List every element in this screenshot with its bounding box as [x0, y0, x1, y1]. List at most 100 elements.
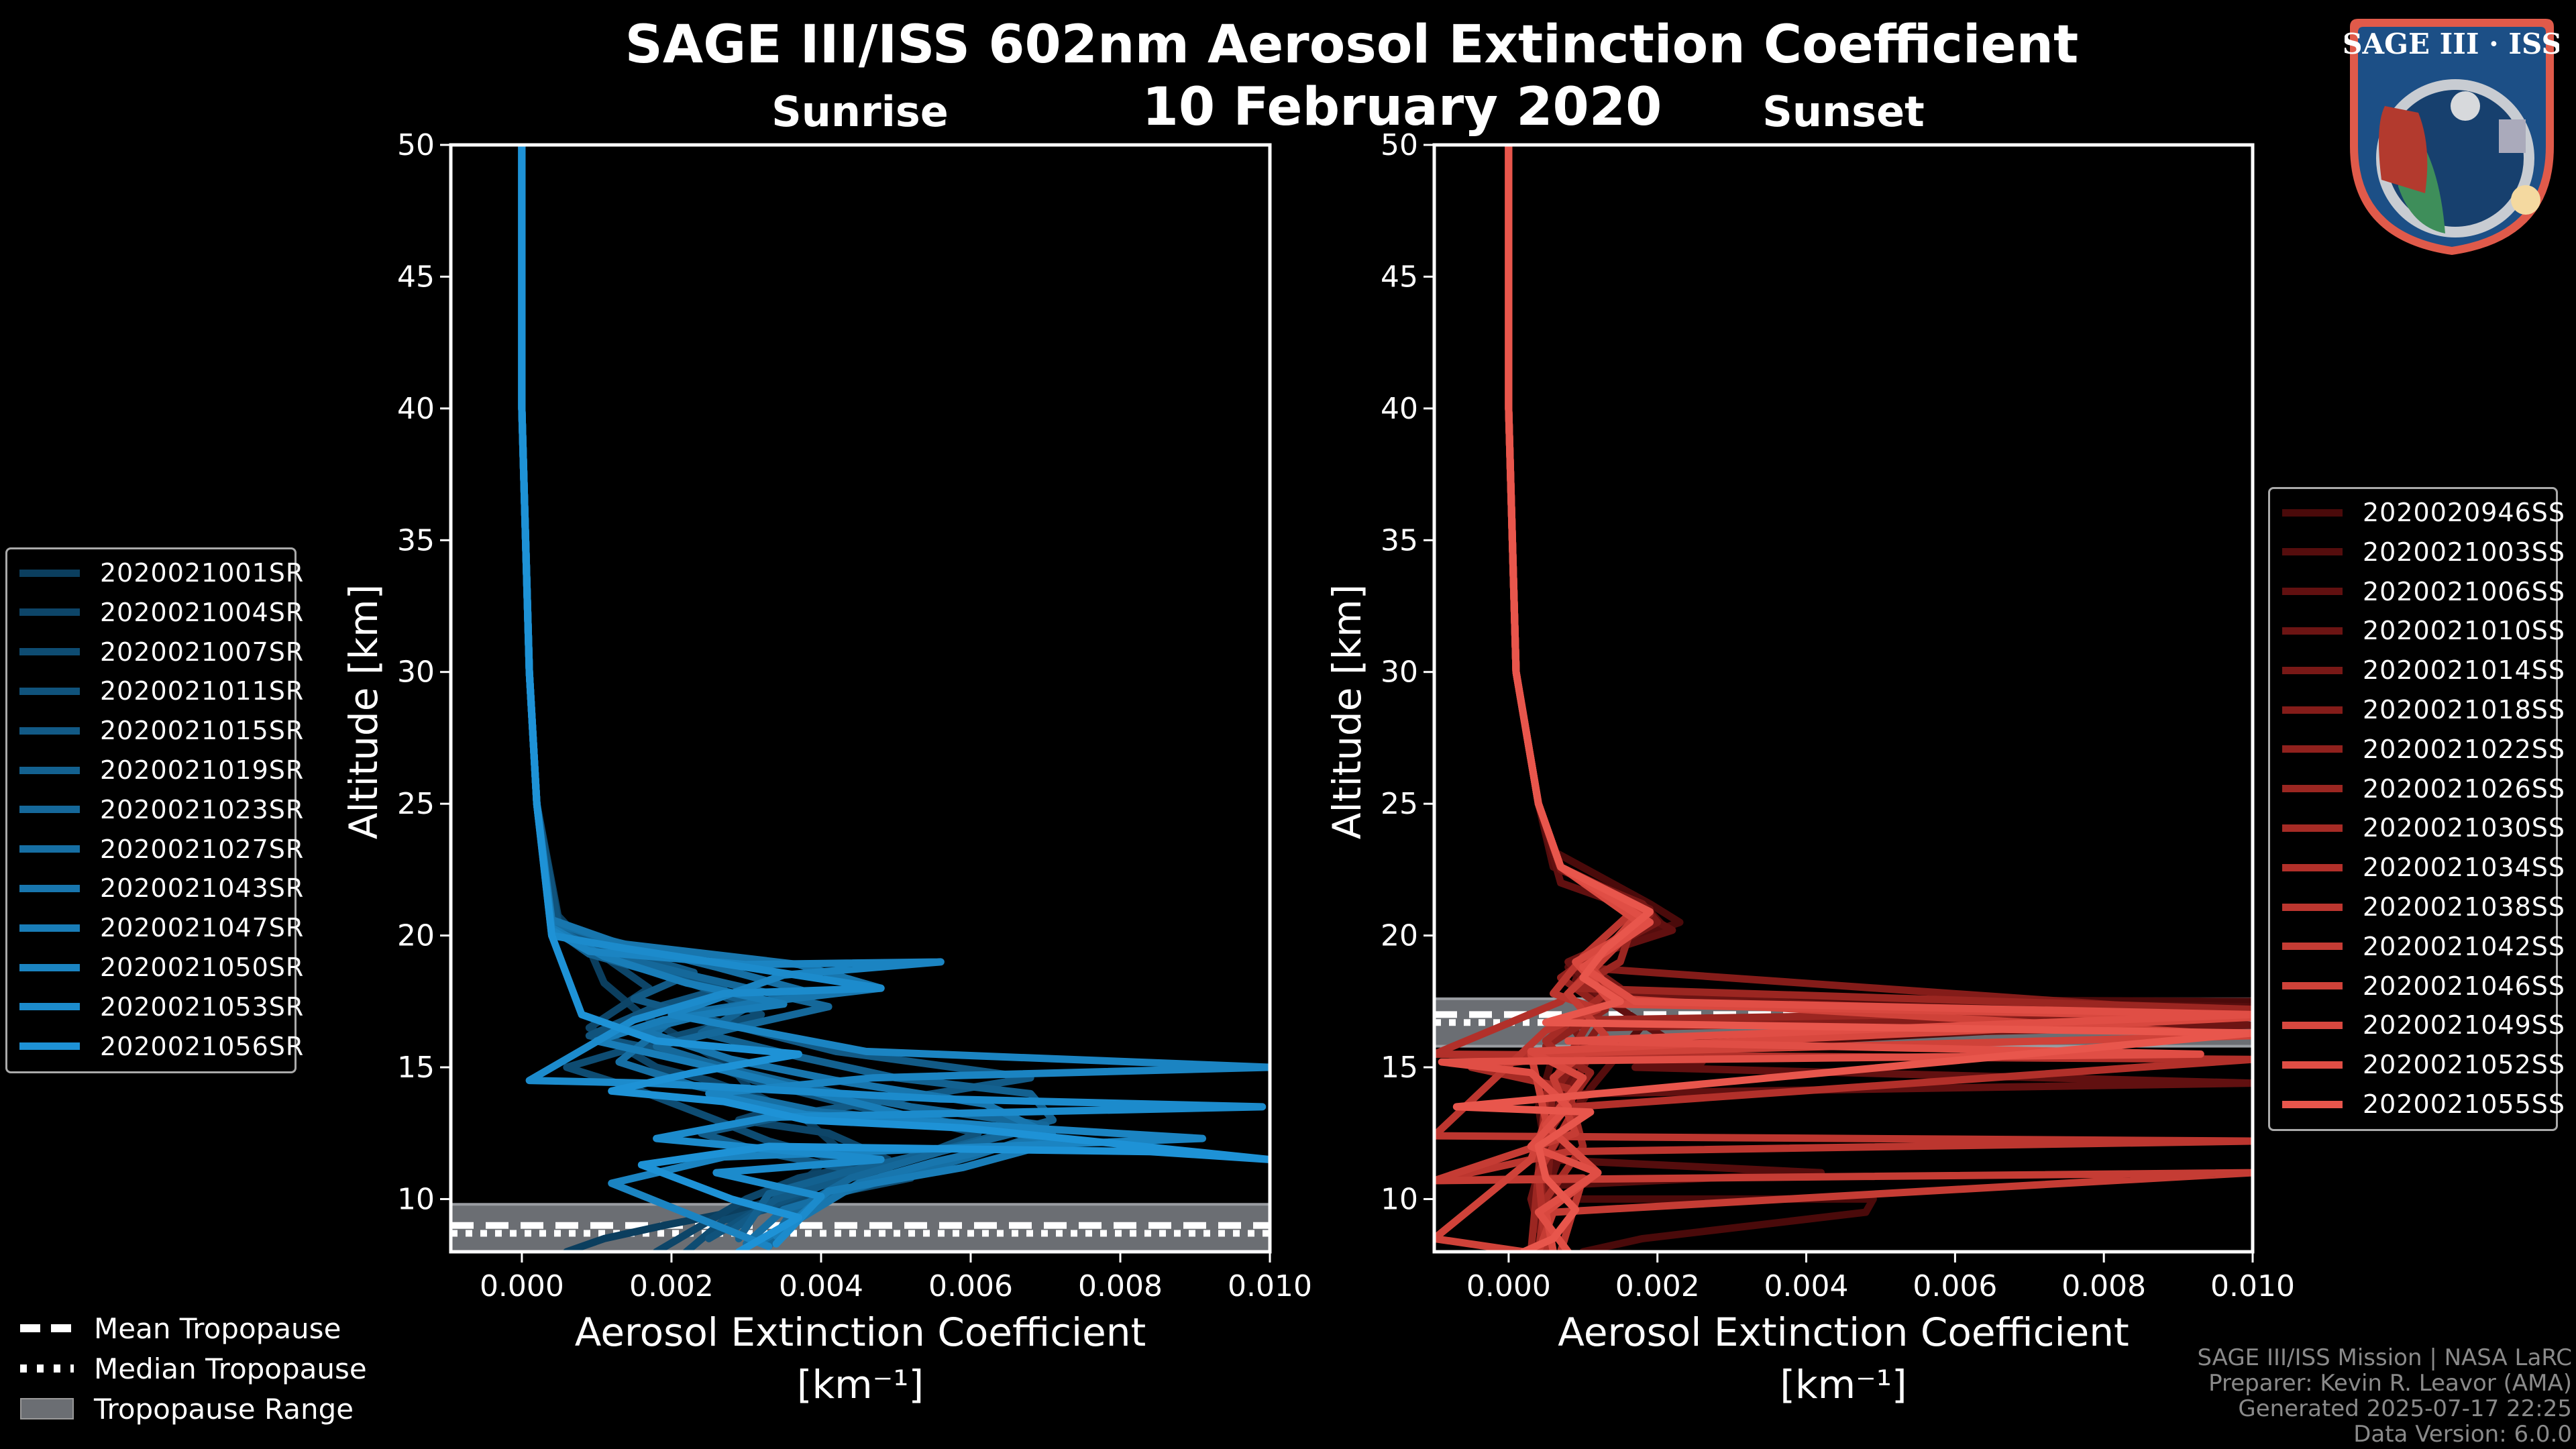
- sunset-panel-title: Sunset: [1762, 87, 1925, 136]
- legend-item: 2020021030SS: [2270, 808, 2565, 847]
- legend-item: 2020021018SS: [2270, 690, 2565, 729]
- logo-iss-station: [2499, 119, 2526, 153]
- legend-label: 2020021019SR: [100, 755, 305, 785]
- legend-swatch: [2282, 588, 2343, 596]
- y-tick-label: 45: [1381, 260, 1418, 294]
- x-axis-label: Aerosol Extinction Coefficient: [575, 1309, 1146, 1355]
- legend-label: 2020021004SR: [100, 597, 305, 627]
- legend-label: 2020021038SS: [2363, 892, 2566, 922]
- y-tick-label: 50: [1381, 128, 1418, 162]
- legend-item: 2020021006SS: [2270, 572, 2565, 611]
- legend-label: Mean Tropopause: [94, 1311, 341, 1345]
- x-axis-units: [km⁻¹]: [1780, 1362, 1907, 1407]
- legend-swatch: [2282, 903, 2343, 911]
- legend-swatch: [19, 1042, 80, 1051]
- y-tick-label: 30: [397, 655, 435, 690]
- x-tick-label: 0.010: [2210, 1269, 2295, 1303]
- sunset-plot: 10 15 20 25 30 35 40 45 50 0.000 0.002 0.004 0.006 0.…: [1324, 128, 2295, 1407]
- legend-item: 2020021004SR: [7, 593, 304, 632]
- y-axis-label: Altitude [km]: [341, 584, 386, 839]
- chart-date: 10 February 2020: [1142, 77, 1662, 138]
- legend-item: 2020021049SS: [2270, 1006, 2565, 1044]
- legend-item: 2020021010SS: [2270, 611, 2565, 650]
- legend-swatch: [19, 727, 80, 735]
- legend-label: 2020021022SS: [2363, 734, 2566, 764]
- legend-label: 2020021011SR: [100, 676, 305, 706]
- tropopause-legend: Mean Tropopause Median Tropopause Tropop…: [20, 1308, 367, 1429]
- legend-swatch: [2282, 785, 2343, 793]
- y-tick-label: 35: [1381, 523, 1418, 557]
- x-axis-units: [km⁻¹]: [797, 1362, 924, 1407]
- legend-swatch: [19, 845, 80, 853]
- y-tick-label: 50: [397, 128, 435, 162]
- legend-label: 2020021014SS: [2363, 655, 2566, 686]
- legend-label: 2020021018SS: [2363, 695, 2566, 724]
- legend-swatch: [2282, 863, 2343, 871]
- legend-swatch: [2282, 508, 2343, 517]
- legend-item: 2020021052SS: [2270, 1045, 2565, 1084]
- sunrise-plot-area: [451, 145, 1270, 1252]
- y-tick-label: 20: [1381, 919, 1418, 953]
- legend-swatch: [19, 924, 80, 932]
- x-tick-label: 0.006: [1913, 1269, 1997, 1303]
- legend-swatch: [19, 884, 80, 892]
- legend-label: 2020021027SR: [100, 834, 305, 864]
- logo-wizard: [2379, 106, 2428, 193]
- legend-swatch: [19, 766, 80, 774]
- legend-swatch: [2282, 666, 2343, 674]
- x-tick-label: 0.008: [2061, 1269, 2146, 1303]
- legend-item: 2020021014SS: [2270, 651, 2565, 690]
- legend-swatch: [2282, 548, 2343, 556]
- legend-label: 2020021053SR: [100, 991, 305, 1022]
- dashed-line-icon: [20, 1324, 74, 1332]
- legend-item: 2020021034SS: [2270, 848, 2565, 887]
- y-axis-label: Altitude [km]: [1324, 584, 1370, 839]
- legend-item: 2020021011SR: [7, 672, 304, 710]
- legend-swatch: [19, 569, 80, 577]
- legend-swatch: [19, 608, 80, 616]
- x-tick-label: 0.004: [1764, 1269, 1849, 1303]
- legend-label: 2020021003SS: [2363, 537, 2566, 567]
- legend-label: 2020021055SS: [2363, 1089, 2566, 1119]
- legend-label: 2020021015SR: [100, 716, 305, 746]
- y-tick-label: 20: [397, 919, 435, 953]
- legend-label: 2020021023SR: [100, 794, 305, 824]
- legend-median-tropopause: Median Tropopause: [20, 1348, 367, 1389]
- sunrise-axes-frame: [449, 143, 1272, 1254]
- legend-label: 2020021026SS: [2363, 773, 2566, 804]
- legend-swatch: [19, 963, 80, 971]
- y-tick-label: 25: [397, 787, 435, 821]
- x-axis-label: Aerosol Extinction Coefficient: [1558, 1309, 2129, 1355]
- x-tick-label: 0.010: [1228, 1269, 1312, 1303]
- legend-item: 2020021055SS: [2270, 1085, 2565, 1124]
- sunset-legend: 2020020946SS 2020021003SS 2020021006SS 2020…: [2268, 487, 2565, 1131]
- legend-item: 2020021042SS: [2270, 927, 2565, 966]
- legend-label: 2020021052SS: [2363, 1050, 2566, 1080]
- legend-item: 2020021056SR: [7, 1027, 304, 1066]
- x-tick-label: 0.006: [928, 1269, 1013, 1303]
- legend-item: 2020021007SR: [7, 633, 304, 672]
- logo-sun: [2511, 185, 2540, 215]
- legend-swatch: [2282, 1061, 2343, 1069]
- legend-label: 2020021042SS: [2363, 931, 2566, 961]
- legend-item: 2020021022SS: [2270, 730, 2565, 769]
- legend-item: 2020020946SS: [2270, 493, 2565, 532]
- legend-label: 2020021006SS: [2363, 576, 2566, 606]
- x-tick-label: 0.002: [1615, 1269, 1700, 1303]
- legend-swatch: [19, 1003, 80, 1011]
- legend-label: 2020021046SS: [2363, 971, 2566, 1001]
- legend-item: 2020021023SR: [7, 790, 304, 829]
- legend-swatch: [2282, 982, 2343, 990]
- legend-swatch: [2282, 1021, 2343, 1029]
- legend-label: 2020021001SR: [100, 558, 305, 588]
- y-tick-label: 15: [1381, 1051, 1418, 1085]
- y-tick-label: 30: [1381, 655, 1418, 690]
- legend-item: 2020021038SS: [2270, 888, 2565, 926]
- credits: SAGE III/ISS Mission | NASA LaRC Prepare…: [2197, 1345, 2572, 1447]
- legend-swatch: [2282, 745, 2343, 753]
- sage-iii-iss-logo: SAGE III · ISS: [2345, 19, 2559, 255]
- legend-item: 2020021047SR: [7, 908, 304, 947]
- x-tick-label: 0.008: [1078, 1269, 1163, 1303]
- x-tick-label: 0.000: [1466, 1269, 1551, 1303]
